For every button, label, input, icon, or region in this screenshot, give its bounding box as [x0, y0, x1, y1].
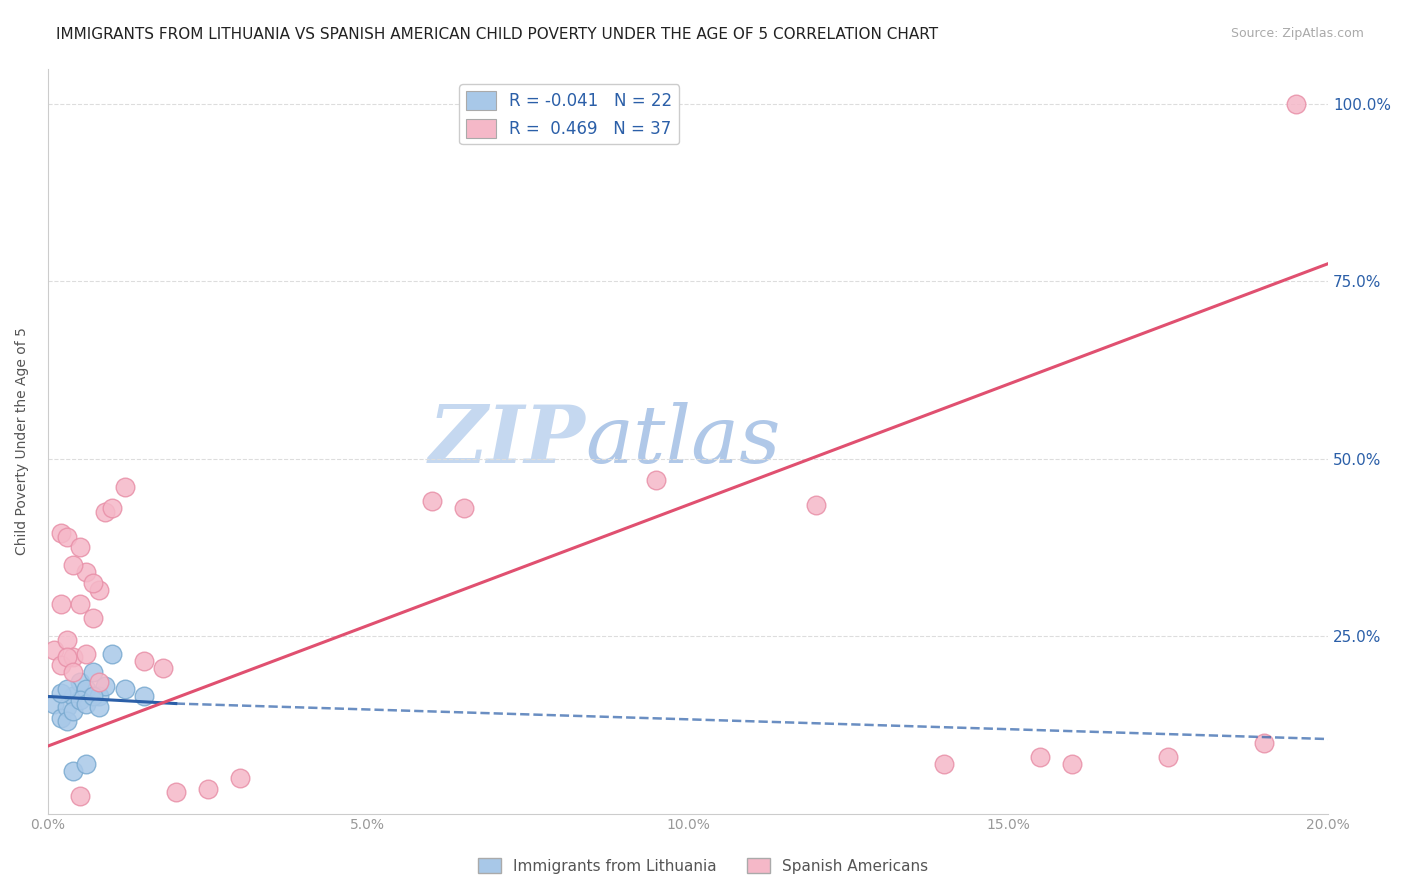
Point: [152, 661, 174, 675]
Point: [1285, 97, 1308, 112]
Point: [1029, 749, 1052, 764]
Point: [82, 665, 104, 679]
Point: [49, 526, 72, 541]
Point: [62, 665, 84, 679]
Point: [56, 650, 79, 665]
Y-axis label: Child Poverty Under the Age of 5: Child Poverty Under the Age of 5: [15, 327, 30, 555]
Point: [100, 501, 122, 516]
Point: [56, 682, 79, 697]
Point: [132, 654, 155, 668]
Point: [56, 530, 79, 544]
Point: [69, 693, 91, 707]
Point: [49, 657, 72, 672]
Point: [87, 690, 110, 704]
Point: [82, 690, 104, 704]
Point: [100, 647, 122, 661]
Point: [62, 690, 84, 704]
Point: [1060, 756, 1083, 771]
Point: [44, 697, 66, 711]
Point: [49, 597, 72, 611]
Point: [197, 781, 219, 796]
Point: [87, 700, 110, 714]
Point: [82, 576, 104, 591]
Point: [62, 704, 84, 718]
Point: [75, 647, 97, 661]
Point: [56, 632, 79, 647]
Point: [87, 582, 110, 597]
Point: [645, 473, 668, 487]
Point: [49, 711, 72, 725]
Point: [75, 697, 97, 711]
Point: [44, 643, 66, 657]
Point: [56, 700, 79, 714]
Point: [62, 650, 84, 665]
Point: [114, 682, 136, 697]
Point: [87, 675, 110, 690]
Point: [69, 789, 91, 803]
Text: ZIP: ZIP: [429, 402, 585, 480]
Point: [1157, 749, 1180, 764]
Point: [75, 682, 97, 697]
Point: [49, 686, 72, 700]
Point: [75, 566, 97, 580]
Point: [114, 480, 136, 494]
Point: [804, 498, 827, 512]
Text: IMMIGRANTS FROM LITHUANIA VS SPANISH AMERICAN CHILD POVERTY UNDER THE AGE OF 5 C: IMMIGRANTS FROM LITHUANIA VS SPANISH AME…: [56, 27, 938, 42]
Point: [69, 675, 91, 690]
Point: [82, 611, 104, 625]
Point: [1253, 735, 1275, 749]
Point: [94, 505, 117, 519]
Text: Source: ZipAtlas.com: Source: ZipAtlas.com: [1230, 27, 1364, 40]
Point: [69, 541, 91, 555]
Point: [62, 558, 84, 573]
Text: atlas: atlas: [585, 402, 780, 480]
Point: [229, 771, 252, 785]
Point: [75, 756, 97, 771]
Point: [932, 756, 955, 771]
Point: [56, 714, 79, 729]
Point: [453, 501, 475, 516]
Point: [132, 690, 155, 704]
Point: [165, 785, 187, 799]
Legend: R = -0.041   N = 22, R =  0.469   N = 37: R = -0.041 N = 22, R = 0.469 N = 37: [460, 85, 679, 145]
Point: [420, 494, 443, 508]
Point: [69, 597, 91, 611]
Point: [94, 679, 117, 693]
Point: [62, 764, 84, 778]
Legend: Immigrants from Lithuania, Spanish Americans: Immigrants from Lithuania, Spanish Ameri…: [471, 852, 935, 880]
